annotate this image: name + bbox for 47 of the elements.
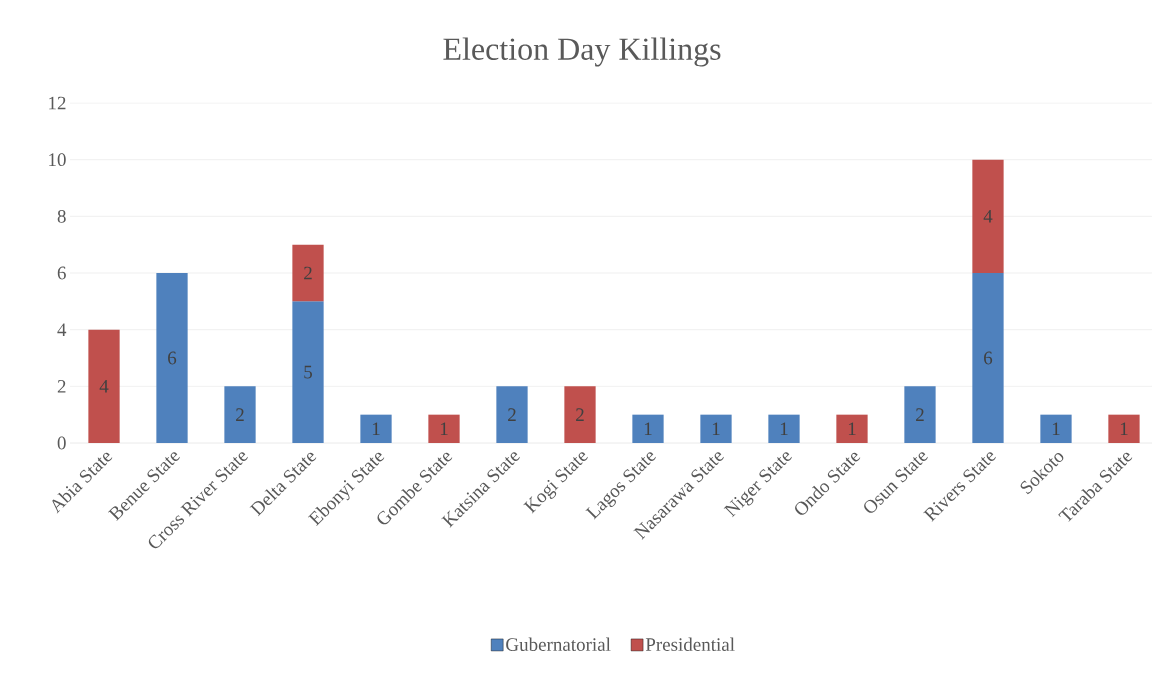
y-tick-label: 4: [57, 323, 67, 336]
bar: [904, 386, 936, 443]
legend-label: Presidential: [645, 637, 735, 651]
data-label: 1: [780, 422, 788, 436]
data-label: 1: [712, 422, 720, 436]
bar: [224, 386, 256, 443]
bar: [632, 414, 664, 443]
data-label: 1: [1120, 422, 1128, 436]
legend-label: Gubernatorial: [506, 637, 611, 651]
data-label: 2: [508, 408, 516, 421]
bar: [700, 414, 732, 443]
bar: [428, 414, 460, 443]
bar: [496, 386, 528, 443]
bar: [972, 273, 1004, 443]
data-label: 6: [984, 351, 993, 365]
bar: [88, 329, 120, 443]
data-label: 2: [916, 408, 924, 421]
data-label: 1: [848, 422, 856, 436]
data-label: 5: [304, 365, 313, 379]
bar: [564, 386, 596, 443]
data-label: 1: [644, 422, 652, 436]
bar: [292, 244, 324, 302]
bar: [836, 414, 868, 443]
y-tick-label: 0: [57, 436, 66, 450]
bar: [1108, 414, 1140, 443]
bar: [360, 414, 392, 443]
data-label: 1: [440, 422, 448, 436]
chart-title: Election Day Killings: [443, 37, 721, 67]
y-tick-label: 8: [57, 209, 66, 223]
data-label: 2: [236, 408, 244, 421]
y-tick-label: 12: [49, 96, 66, 110]
y-tick-label: 2: [57, 380, 66, 393]
bar: [292, 301, 324, 443]
bar: [972, 159, 1004, 273]
data-label: 4: [983, 210, 993, 223]
y-tick-label: 6: [57, 266, 66, 280]
data-label: 6: [168, 351, 177, 365]
data-label: 2: [304, 266, 312, 280]
data-label: 1: [372, 422, 380, 436]
bar: [1040, 414, 1072, 443]
x-tick-label: Ondo State: [795, 452, 861, 515]
data-label: 2: [576, 408, 584, 421]
bar: [768, 414, 800, 443]
bar: [156, 273, 188, 443]
data-label: 4: [99, 380, 109, 393]
data-label: 1: [1052, 422, 1060, 436]
y-tick-label: 10: [49, 153, 66, 167]
